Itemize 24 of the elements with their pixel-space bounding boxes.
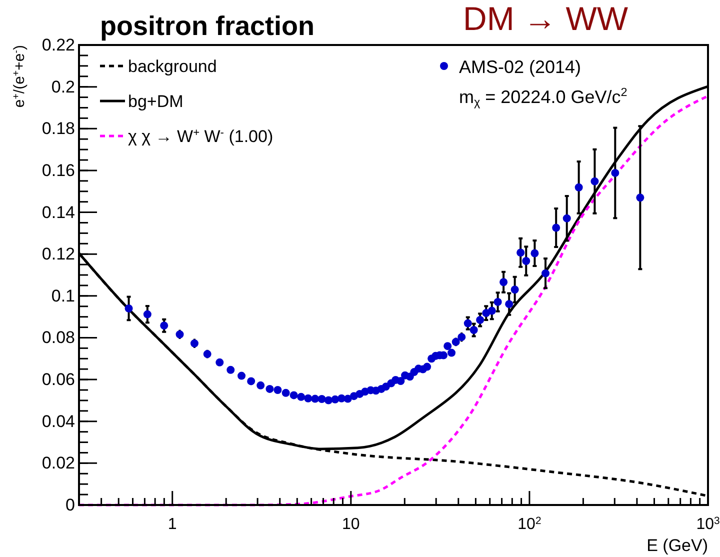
x-tick-label: 1	[168, 516, 177, 533]
y-tick-label: 0.22	[42, 36, 75, 54]
annotation: m$_{χ}$ = 20224.0 GeV/c$^{2}$	[459, 86, 628, 109]
y-tick-label: 0.2	[51, 77, 75, 96]
y-tick-label: 0.12	[42, 244, 75, 264]
y-tick-label: 0.04	[42, 412, 75, 431]
legend-label: background	[128, 57, 217, 76]
y-tick-label: 0.1	[51, 286, 75, 306]
y-tick-label: 0.14	[42, 202, 75, 222]
y-tick-label: 0.16	[42, 160, 75, 180]
y-tick-label: 0.18	[42, 119, 75, 138]
y-tick-label: 0.02	[42, 454, 75, 473]
legend-label: AMS-02 (2014)	[459, 57, 582, 77]
y-tick-label: 0.08	[42, 328, 75, 348]
legend-label: bg+DM	[128, 92, 184, 111]
y-tick-label: 0.06	[42, 370, 75, 390]
chart-subtitle: DM → WW	[463, 0, 629, 37]
x-axis-title: E (GeV)	[646, 536, 708, 555]
legend-label: χ χ → W$^{+}$ W$^{-}$ (1.00)	[128, 126, 274, 146]
x-tick-label: 10$^{3}$	[696, 516, 720, 533]
x-tick-label: 10	[342, 516, 360, 533]
x-tick-label: 10$^{2}$	[518, 516, 542, 533]
y-tick-label: 0	[66, 496, 75, 514]
chart-title: positron fraction	[100, 11, 314, 41]
